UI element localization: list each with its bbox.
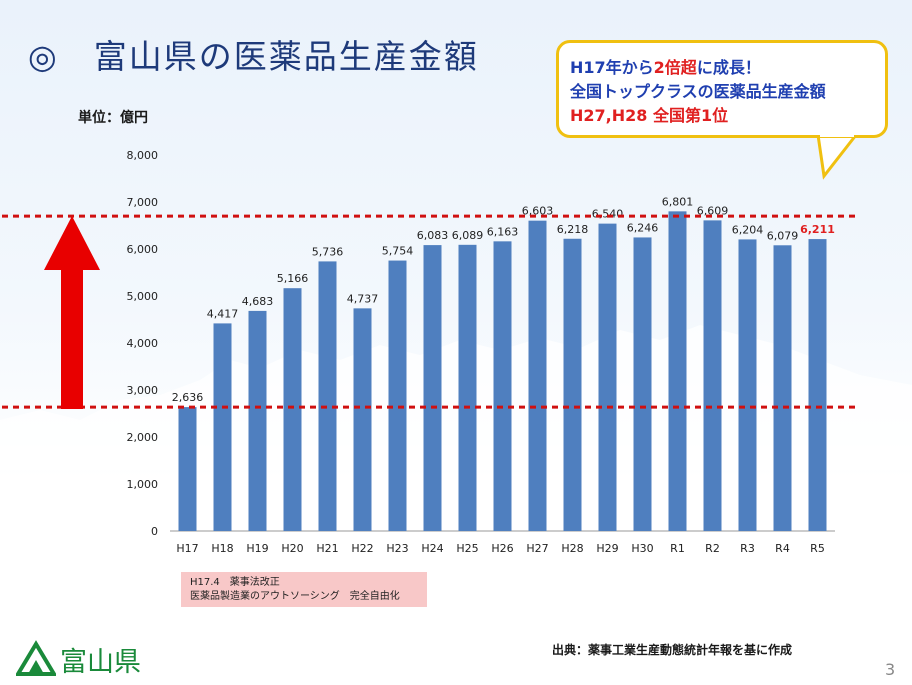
x-tick-label: H21 (316, 542, 338, 555)
growth-arrow (44, 216, 100, 409)
data-label: 6,603 (522, 205, 554, 218)
unit-label: 単位：億円 (78, 110, 148, 126)
bar (458, 244, 477, 531)
callout-text: H17年から2倍超に成長！ 全国トップクラスの医薬品生産金額 H27,H28 全… (570, 56, 826, 128)
x-tick-label: R5 (810, 542, 825, 555)
x-tick-label: H25 (456, 542, 478, 555)
y-tick-label: 3,000 (127, 384, 159, 397)
data-label: 5,736 (312, 245, 344, 258)
x-tick-label: H29 (596, 542, 618, 555)
toyama-logo-icon (16, 640, 56, 676)
bar (213, 323, 232, 531)
logo-text: 富山県 (60, 647, 141, 678)
bar (598, 223, 617, 531)
data-label: 6,163 (487, 225, 519, 238)
callout-tail-cover (820, 132, 854, 137)
bar (388, 260, 407, 531)
data-label: 6,218 (557, 223, 589, 236)
data-label: 4,737 (347, 292, 379, 305)
x-tick-label: R2 (705, 542, 720, 555)
y-tick-label: 6,000 (127, 243, 159, 256)
chart-bars: 2,636 H17 4,417 H18 4,683 H19 5,166 H20 5,736 H21… (172, 195, 835, 555)
data-label: 4,683 (242, 295, 274, 308)
bar (423, 245, 442, 531)
page-number: 3 (885, 660, 896, 679)
bar (353, 308, 372, 531)
callout-box (556, 40, 888, 138)
bar (633, 237, 652, 532)
data-label: 6,609 (697, 204, 729, 217)
bar (738, 239, 757, 532)
data-label: 6,246 (627, 221, 659, 234)
x-tick-label: H24 (421, 542, 443, 555)
y-tick-label: 1,000 (127, 478, 159, 491)
bar (773, 245, 792, 532)
x-tick-label: H27 (526, 542, 548, 555)
data-label: 6,540 (592, 208, 624, 221)
note-line-2: 医薬品製造業のアウトソーシング 完全自由化 (190, 591, 400, 602)
data-label: 5,754 (382, 245, 414, 258)
bar (318, 261, 337, 531)
callout-line-1-c: に成長！ (696, 58, 761, 77)
y-tick-label: 8,000 (127, 149, 159, 162)
y-tick-label: 2,000 (127, 431, 159, 444)
data-label: 6,083 (417, 229, 449, 242)
data-label: 2,636 (172, 391, 204, 404)
x-tick-label: H30 (631, 542, 653, 555)
bar (248, 310, 267, 531)
callout-line-1-a: H17年から (570, 58, 654, 77)
callout-line-1-highlight: 2倍超 (653, 58, 697, 77)
bar (493, 241, 512, 532)
y-tick-label: 4,000 (127, 337, 159, 350)
callout-line-3: H27,H28 全国第1位 (570, 106, 729, 125)
y-tick-label: 0 (151, 525, 158, 538)
bar (283, 288, 302, 531)
data-label: 6,204 (732, 223, 764, 236)
data-label: 6,079 (767, 229, 799, 242)
bar (668, 211, 687, 531)
x-tick-label: H26 (491, 542, 513, 555)
bar (178, 407, 197, 531)
x-tick-label: H23 (386, 542, 408, 555)
x-tick-label: H19 (246, 542, 268, 555)
source-credit: 出典：薬事工業生産動態統計年報を基に作成 (552, 643, 793, 657)
bar (703, 220, 722, 531)
note-line-1: H17.4 薬事法改正 (190, 577, 280, 588)
data-label: 6,089 (452, 229, 484, 242)
data-label: 6,211 (800, 223, 835, 236)
x-tick-label: R4 (775, 542, 790, 555)
x-tick-label: R3 (740, 542, 755, 555)
x-tick-label: R1 (670, 542, 685, 555)
data-label: 4,417 (207, 307, 239, 320)
data-label: 6,801 (662, 195, 694, 208)
bar (563, 238, 582, 531)
callout-bubble: H17年から2倍超に成長！ 全国トップクラスの医薬品生産金額 H27,H28 全… (556, 40, 896, 180)
bar (528, 220, 547, 531)
x-tick-label: H20 (281, 542, 303, 555)
x-tick-label: H22 (351, 542, 373, 555)
y-tick-label: 5,000 (127, 290, 159, 303)
callout-line-1: H17年から2倍超に成長！ (570, 56, 826, 80)
note-box: H17.4 薬事法改正 医薬品製造業のアウトソーシング 完全自由化 (181, 572, 427, 607)
page-title: ◎ 富山県の医薬品生産金額 (28, 37, 479, 76)
data-label: 5,166 (277, 272, 309, 285)
x-tick-label: H28 (561, 542, 583, 555)
x-tick-label: H17 (176, 542, 198, 555)
callout-line-2: 全国トップクラスの医薬品生産金額 (570, 82, 826, 101)
bar (808, 239, 827, 531)
y-tick-label: 7,000 (127, 196, 159, 209)
x-tick-label: H18 (211, 542, 233, 555)
chart-axes: 0 1,000 2,000 3,000 4,000 5,000 6,000 7,000 8,00… (127, 149, 835, 538)
